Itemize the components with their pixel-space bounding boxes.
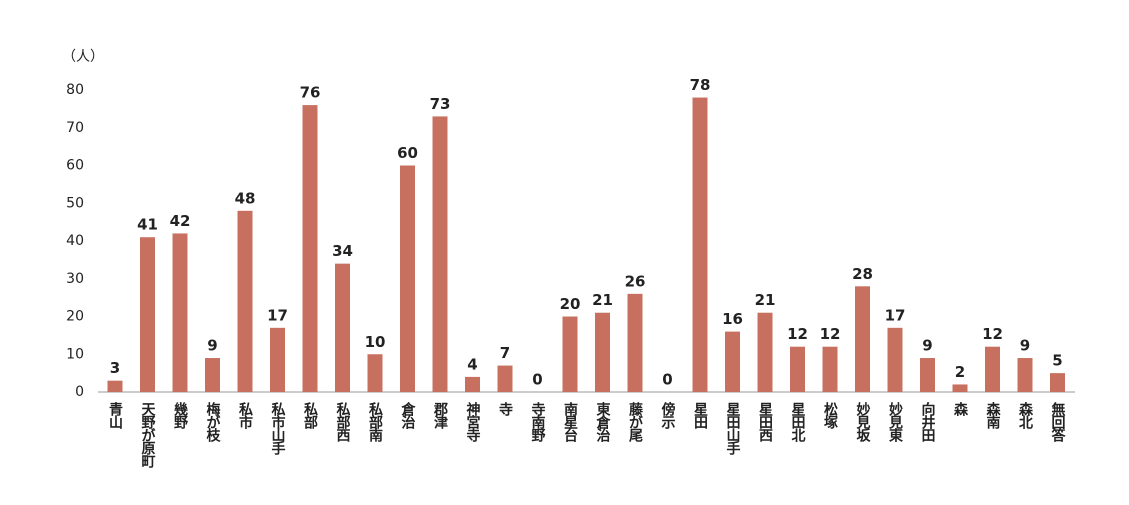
- bar: [985, 346, 1000, 392]
- data-label: 7: [500, 344, 510, 362]
- x-tick-label: 南星台: [562, 401, 578, 443]
- y-tick-label: 0: [75, 384, 84, 400]
- bar: [855, 286, 870, 392]
- bar: [562, 316, 578, 392]
- bar: [302, 105, 318, 392]
- bar: [465, 376, 480, 392]
- data-label: 26: [625, 272, 646, 290]
- x-tick-label: 私市山手: [270, 401, 286, 456]
- y-tick-label: 60: [66, 158, 84, 174]
- data-label: 76: [300, 84, 321, 102]
- data-label: 60: [397, 144, 418, 162]
- x-tick-label: 藤が尾: [627, 401, 643, 443]
- bar: [107, 380, 123, 392]
- bar: [627, 293, 643, 392]
- bar: [595, 312, 610, 392]
- x-tick-label: 梅が枝: [205, 401, 222, 443]
- y-axis-unit: （人）: [62, 49, 104, 65]
- x-tick-label: 森: [952, 401, 968, 417]
- x-tick-label: 松塚: [822, 401, 838, 430]
- data-label: 41: [137, 216, 158, 234]
- x-tick-label: 星田北: [790, 402, 806, 443]
- bar: [172, 233, 188, 392]
- x-tick-label: 星田: [692, 402, 708, 430]
- x-tick-label: 神宮寺: [465, 401, 481, 443]
- bar: [790, 346, 805, 392]
- bar: [140, 237, 155, 392]
- data-label: 48: [235, 189, 256, 207]
- data-label: 73: [430, 95, 451, 113]
- y-tick-label: 30: [66, 271, 84, 287]
- data-label: 4: [467, 355, 477, 373]
- x-tick-label: 森南: [985, 401, 1001, 430]
- x-tick-label: 私部: [302, 401, 318, 430]
- y-tick-label: 20: [66, 309, 84, 325]
- x-tick-label: 無回答: [1050, 401, 1066, 443]
- data-label: 21: [592, 291, 613, 309]
- x-tick-label: 傍示: [660, 401, 676, 430]
- y-tick-label: 70: [66, 120, 84, 136]
- x-tick-label: 私部南: [367, 401, 383, 443]
- x-tick-label: 幾野: [172, 401, 188, 430]
- data-label: 12: [982, 325, 1003, 343]
- data-label: 12: [820, 325, 841, 343]
- y-tick-label: 10: [66, 346, 84, 362]
- data-label: 17: [267, 306, 288, 324]
- bar: [1050, 373, 1065, 392]
- x-tick-label: 天野が原町: [140, 402, 156, 469]
- x-tick-label: 森北: [1017, 401, 1033, 430]
- data-label: 5: [1052, 352, 1062, 370]
- y-tick-label: 80: [66, 82, 84, 98]
- data-label: 12: [787, 325, 808, 343]
- data-label: 20: [560, 295, 581, 313]
- bar: [692, 97, 708, 393]
- data-label: 0: [662, 371, 672, 389]
- x-tick-label: 私部西: [335, 401, 351, 443]
- data-label: 9: [1020, 337, 1030, 355]
- x-tick-label: 寺南野: [530, 402, 546, 443]
- bar: [205, 358, 220, 392]
- bar: [920, 358, 935, 392]
- x-tick-label: 向井田: [920, 401, 936, 443]
- bar: [432, 116, 448, 393]
- data-label: 10: [365, 333, 386, 351]
- bar: [952, 384, 968, 392]
- bar: [335, 263, 350, 392]
- bar: [400, 165, 415, 392]
- data-label: 9: [922, 337, 932, 355]
- x-tick-label: 星田山手: [725, 402, 741, 456]
- bar: [270, 327, 285, 392]
- x-tick-label: 星田西: [757, 402, 773, 443]
- x-tick-label: 私市: [237, 401, 253, 430]
- data-label: 3: [110, 359, 120, 377]
- bar: [237, 210, 253, 392]
- data-label: 17: [885, 306, 906, 324]
- bar: [822, 346, 838, 392]
- data-label: 28: [852, 265, 873, 283]
- data-label: 9: [207, 337, 217, 355]
- bar: [887, 327, 903, 392]
- y-tick-label: 40: [66, 233, 84, 249]
- data-label: 16: [722, 310, 743, 328]
- bar: [367, 354, 383, 392]
- bar: [497, 365, 513, 392]
- data-label: 34: [332, 242, 353, 260]
- data-label: 2: [955, 363, 965, 381]
- data-label: 78: [690, 76, 711, 94]
- x-tick-label: 東倉治: [595, 401, 612, 443]
- data-label: 0: [532, 371, 542, 389]
- bar: [757, 312, 773, 392]
- data-label: 42: [170, 212, 191, 230]
- x-tick-label: 青山: [107, 401, 123, 430]
- data-label: 21: [755, 291, 776, 309]
- bar: [1017, 358, 1033, 392]
- bar: [725, 331, 740, 392]
- x-tick-label: 妙見坂: [855, 401, 872, 443]
- x-tick-label: 寺: [497, 402, 513, 417]
- x-tick-label: 妙見東: [887, 401, 904, 443]
- x-tick-label: 郡津: [432, 402, 449, 430]
- x-tick-label: 倉治: [400, 401, 417, 430]
- y-tick-label: 50: [66, 195, 84, 211]
